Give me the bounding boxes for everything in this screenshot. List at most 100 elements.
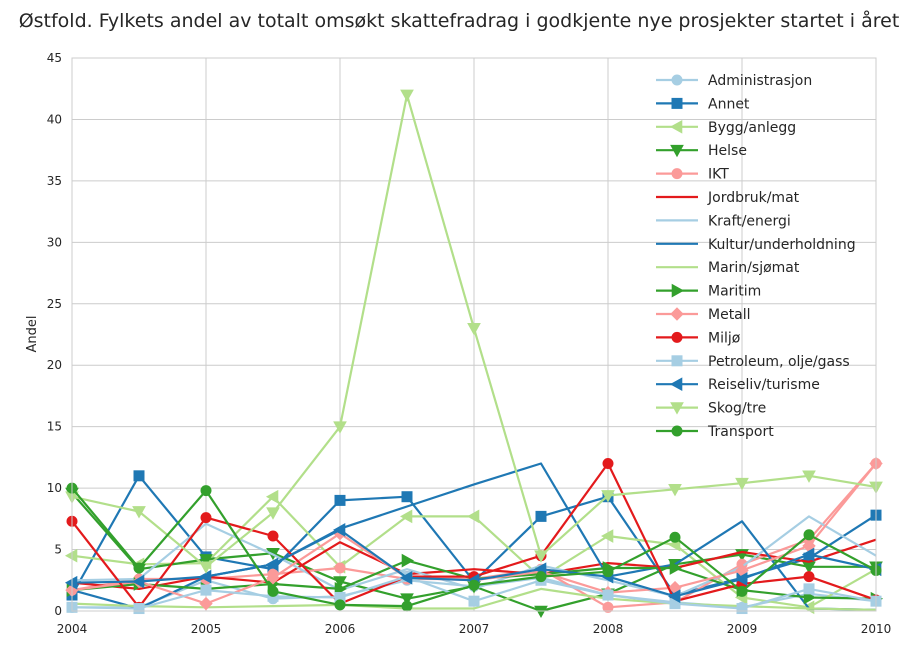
y-tick-label: 20 (47, 358, 62, 372)
legend-marker (671, 74, 683, 86)
legend-marker (670, 402, 684, 415)
legend-item: IKT (656, 167, 729, 183)
data-point (64, 575, 78, 590)
x-tick-label: 2007 (459, 622, 490, 636)
legend-item: Maritim (656, 284, 761, 300)
legend-item: Jordbruk/mat (656, 190, 800, 206)
series-skog-tre (65, 89, 883, 574)
data-point (534, 605, 548, 619)
data-point (602, 589, 614, 601)
data-point (401, 600, 413, 612)
data-point (466, 509, 480, 524)
legend-label: Maritim (708, 284, 761, 300)
data-point (265, 489, 279, 504)
legend-label: Miljø (708, 330, 741, 346)
data-point (333, 576, 347, 589)
y-tick-label: 40 (47, 112, 62, 126)
data-point (535, 510, 547, 522)
y-tick-label: 25 (47, 297, 62, 311)
data-point (735, 477, 749, 491)
data-point (399, 509, 413, 524)
data-point (64, 548, 78, 563)
legend-item: Miljø (656, 330, 741, 346)
legend-label: Jordbruk/mat (707, 190, 800, 206)
data-point (266, 507, 280, 520)
legend-marker (669, 377, 683, 392)
data-point (199, 596, 213, 611)
data-point (200, 584, 212, 596)
y-tick-label: 35 (47, 174, 62, 188)
data-point (734, 572, 748, 586)
y-tick-label: 5 (54, 543, 62, 557)
x-tick-label: 2009 (727, 622, 758, 636)
legend-marker (671, 425, 683, 437)
x-tick-label: 2005 (191, 622, 222, 636)
y-tick-label: 45 (47, 51, 62, 65)
data-point (736, 603, 748, 615)
data-point (468, 579, 480, 591)
data-point (334, 599, 346, 611)
legend-marker (671, 283, 685, 298)
data-point (401, 491, 413, 503)
data-point (602, 458, 614, 470)
legend-marker (670, 144, 684, 158)
legend-label: Helse (708, 143, 747, 159)
legend-item: Skog/tre (656, 401, 766, 417)
x-tick-label: 2004 (57, 622, 88, 636)
data-point (400, 593, 414, 606)
data-point (467, 323, 481, 336)
tick-labels: 2004 2005 2006 2007 2008 2009 2010 0 5 10 15 20 25 30… (47, 51, 892, 636)
legend-marker (671, 168, 683, 180)
data-point (199, 561, 213, 574)
y-tick-label: 0 (54, 604, 62, 618)
legend-marker (671, 97, 683, 109)
legend-item: Petroleum, olje/gass (656, 354, 850, 370)
data-point (133, 603, 145, 615)
data-point (334, 494, 346, 506)
data-point (669, 531, 681, 543)
data-point (334, 582, 348, 596)
legend-label: IKT (708, 167, 729, 183)
x-tick-label: 2010 (861, 622, 892, 636)
data-point (602, 566, 614, 578)
legend-item: Reiseliv/turisme (656, 377, 820, 393)
legend-label: Annet (708, 96, 750, 112)
data-point (332, 523, 346, 537)
legend-item: Administrasjon (656, 73, 812, 89)
data-point (468, 595, 480, 607)
legend-label: Metall (708, 307, 751, 323)
data-point (133, 470, 145, 482)
legend-label: Skog/tre (708, 401, 766, 417)
legend-marker (671, 355, 683, 367)
data-point (133, 562, 145, 574)
data-point (602, 601, 614, 613)
data-point (131, 574, 145, 589)
data-point (668, 484, 682, 497)
data-point (601, 490, 615, 503)
data-point (401, 553, 415, 568)
data-point (334, 562, 346, 574)
data-point (736, 585, 748, 597)
legend-label: Petroleum, olje/gass (708, 354, 850, 370)
data-point (400, 89, 414, 102)
data-point (399, 570, 413, 585)
x-tick-label: 2008 (593, 622, 624, 636)
legend-marker (669, 119, 683, 134)
legend-item: Marin/sjømat (656, 260, 800, 276)
data-point (801, 547, 815, 562)
legend-label: Bygg/anlegg (708, 120, 796, 136)
legend-item: Metall (656, 307, 751, 323)
legend-label: Marin/sjømat (708, 260, 800, 276)
legend-item: Annet (656, 96, 750, 112)
legend-item: Helse (656, 143, 747, 159)
data-point (803, 571, 815, 583)
data-point (199, 554, 213, 567)
legend-item: Bygg/anlegg (656, 120, 796, 136)
y-axis-label: Andel (25, 316, 40, 353)
data-point (803, 590, 817, 605)
data-point (267, 530, 279, 542)
data-point (266, 571, 280, 585)
y-tick-label: 10 (47, 481, 62, 495)
data-point (200, 485, 212, 497)
